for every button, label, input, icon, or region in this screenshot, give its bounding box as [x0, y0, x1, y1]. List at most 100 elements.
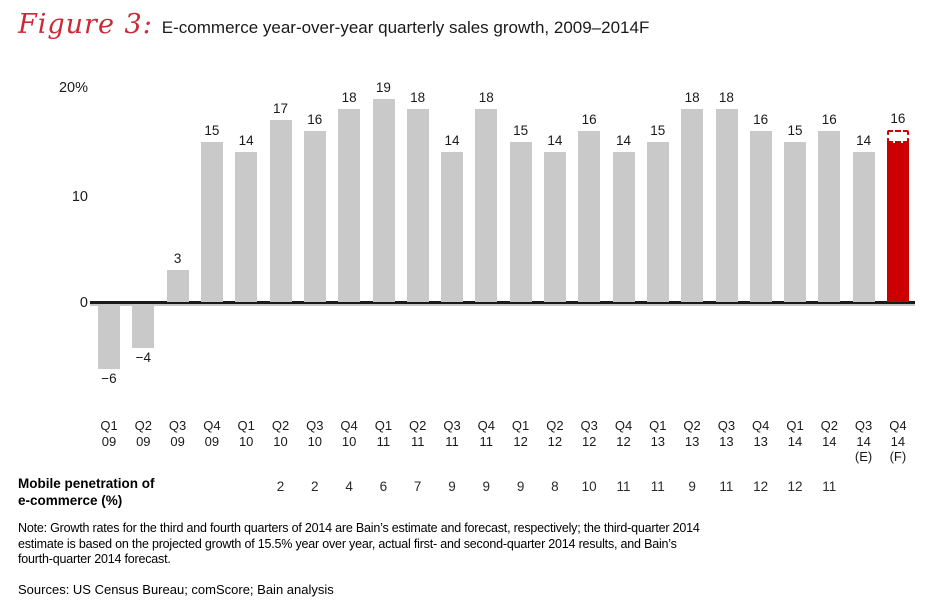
- figure-title: E-commerce year-over-year quarterly sale…: [161, 18, 650, 37]
- x-axis-label-q2-12: Q2 12: [537, 418, 573, 449]
- x-axis-label-q4-09: Q4 09: [194, 418, 230, 449]
- x-axis-label-q4-14: Q4 14 (F): [880, 418, 916, 465]
- x-axis-label-q1-14: Q1 14: [777, 418, 813, 449]
- bar-value-label-q1-10: 14: [238, 133, 254, 149]
- x-axis-label-q1-13: Q1 13: [640, 418, 676, 449]
- x-axis-label-line: Q1: [511, 418, 530, 433]
- x-axis-label-line: 11: [479, 433, 494, 449]
- note-text: Note: Growth rates for the third and fou…: [18, 521, 950, 568]
- x-axis-label-line: 11: [445, 433, 459, 449]
- bar-value-label-q4-09: 15: [204, 122, 220, 138]
- mobile-penetration-value-q4-12: 11: [616, 479, 631, 494]
- x-axis-label-q2-10: Q2 10: [263, 418, 299, 449]
- mobile-penetration-value-q2-11: 7: [413, 479, 422, 494]
- mobile-penetration-value-q3-12: 10: [581, 479, 597, 494]
- x-axis-label-line: 12: [547, 433, 563, 449]
- x-axis-label-q1-12: Q1 12: [503, 418, 539, 449]
- bar-q3-10: [303, 130, 326, 302]
- x-axis-label-line: 09: [170, 433, 185, 449]
- bar-value-label-q1-12: 15: [513, 122, 529, 138]
- x-axis-label-line: 10: [307, 433, 323, 449]
- x-axis-label-q2-13: Q2 13: [674, 418, 710, 449]
- bar-q1-11: [372, 98, 395, 302]
- mobile-penetration-value-q1-11: 6: [379, 479, 388, 494]
- x-axis-label-q3-09: Q3 09: [160, 418, 196, 449]
- x-axis-label-line: Q3: [443, 418, 461, 433]
- bar-value-label-q4-14: 16: [890, 110, 906, 126]
- bar-q3-12: [578, 130, 601, 302]
- bar-q2-12: [544, 152, 567, 302]
- y-axis-tick-10: 10: [71, 189, 88, 205]
- x-axis-label-line: 11: [410, 433, 425, 449]
- x-axis-label-line: 14: [822, 433, 837, 449]
- bar-value-label-q2-10: 17: [272, 101, 289, 117]
- bar-q4-09: [201, 141, 224, 302]
- mobile-penetration-value-q1-14: 12: [787, 479, 803, 494]
- x-axis-label-line: Q2: [134, 418, 152, 433]
- mobile-penetration-label-line2: e-commerce (%): [18, 492, 123, 508]
- note-line: estimate is based on the projected growt…: [18, 536, 677, 551]
- mobile-penetration-value-q3-11: 9: [448, 479, 456, 494]
- bar-q2-09: [132, 305, 155, 348]
- bar-value-label-q3-13: 18: [718, 90, 734, 106]
- x-axis-label-line: Q3: [580, 418, 598, 433]
- x-axis-label-q2-09: Q2 09: [125, 418, 161, 449]
- x-axis-label-q2-14: Q2 14: [811, 418, 847, 449]
- x-axis-label-line: Q1: [374, 418, 393, 433]
- bar-q2-10: [269, 120, 292, 302]
- bar-q1-14: [784, 141, 807, 302]
- bar-value-label-q1-09: −6: [101, 371, 117, 387]
- mobile-penetration-value-q2-13: 9: [688, 479, 696, 494]
- x-axis-label-line: Q4: [340, 418, 358, 433]
- bar-value-label-q4-10: 18: [341, 90, 357, 106]
- x-axis-label-line: (E): [854, 449, 873, 464]
- x-axis-label-line: Q1: [100, 418, 118, 433]
- bar-value-label-q4-12: 14: [615, 133, 632, 149]
- x-axis-label-q4-10: Q4 10: [331, 418, 367, 449]
- x-axis-label-line: Q2: [271, 418, 290, 433]
- x-axis-label-line: 10: [238, 433, 254, 449]
- x-axis-label-line: 10: [341, 433, 357, 449]
- bar-q2-13: [681, 109, 704, 302]
- x-axis-label-q3-11: Q3 11: [434, 418, 470, 449]
- x-axis-label-line: Q4: [752, 418, 770, 433]
- mobile-penetration-value-q4-10: 4: [345, 479, 353, 494]
- x-axis-label-q3-13: Q3 13: [708, 418, 744, 449]
- x-axis-label-line: Q1: [786, 418, 804, 433]
- bar-value-label-q2-13: 18: [684, 90, 700, 106]
- x-axis-label-line: 13: [650, 433, 666, 449]
- x-axis-label-line: Q2: [683, 418, 701, 433]
- x-axis-label-q3-14: Q3 14 (E): [846, 418, 882, 465]
- bar-q2-11: [406, 109, 429, 302]
- x-axis-label-line: Q1: [237, 418, 255, 433]
- bar-value-label-q3-12: 16: [581, 111, 597, 127]
- x-axis-label-line: 12: [513, 433, 528, 449]
- figure-title-row: Figure 3: E-commerce year-over-year quar…: [18, 8, 649, 42]
- mobile-penetration-value-q2-10: 2: [276, 479, 285, 494]
- x-axis-label-q4-12: Q4 12: [606, 418, 642, 449]
- x-axis-label-line: 12: [581, 433, 597, 449]
- bar-q1-12: [509, 141, 532, 302]
- mobile-penetration-value-q3-13: 11: [719, 479, 734, 494]
- bar-value-label-q3-14: 14: [856, 133, 872, 149]
- x-axis-label-q1-10: Q1 10: [228, 418, 264, 449]
- x-axis-label-line: 12: [616, 433, 631, 449]
- x-axis-label-line: Q3: [306, 418, 324, 433]
- x-axis-label-line: Q3: [854, 418, 873, 433]
- bar-value-label-q1-14: 15: [787, 122, 803, 138]
- bar-value-label-q3-10: 16: [307, 111, 323, 127]
- x-axis-label-line: Q4: [889, 418, 907, 433]
- x-axis-label-line: Q4: [477, 418, 495, 433]
- bar-q1-10: [235, 152, 258, 302]
- bar-q3-09: [166, 269, 189, 302]
- x-axis-label-line: (F): [889, 449, 907, 464]
- bar-value-label-q2-11: 18: [410, 90, 426, 106]
- note-line: Note: Growth rates for the third and fou…: [18, 521, 700, 535]
- x-axis-label-line: Q2: [820, 418, 838, 433]
- x-axis-label-line: Q2: [409, 418, 427, 433]
- bar-value-label-q2-14: 16: [821, 111, 837, 127]
- bar-q4-14-forecast: [887, 140, 910, 302]
- mobile-penetration-value-q4-13: 12: [753, 479, 769, 494]
- y-axis-tick-0: 0: [79, 295, 88, 311]
